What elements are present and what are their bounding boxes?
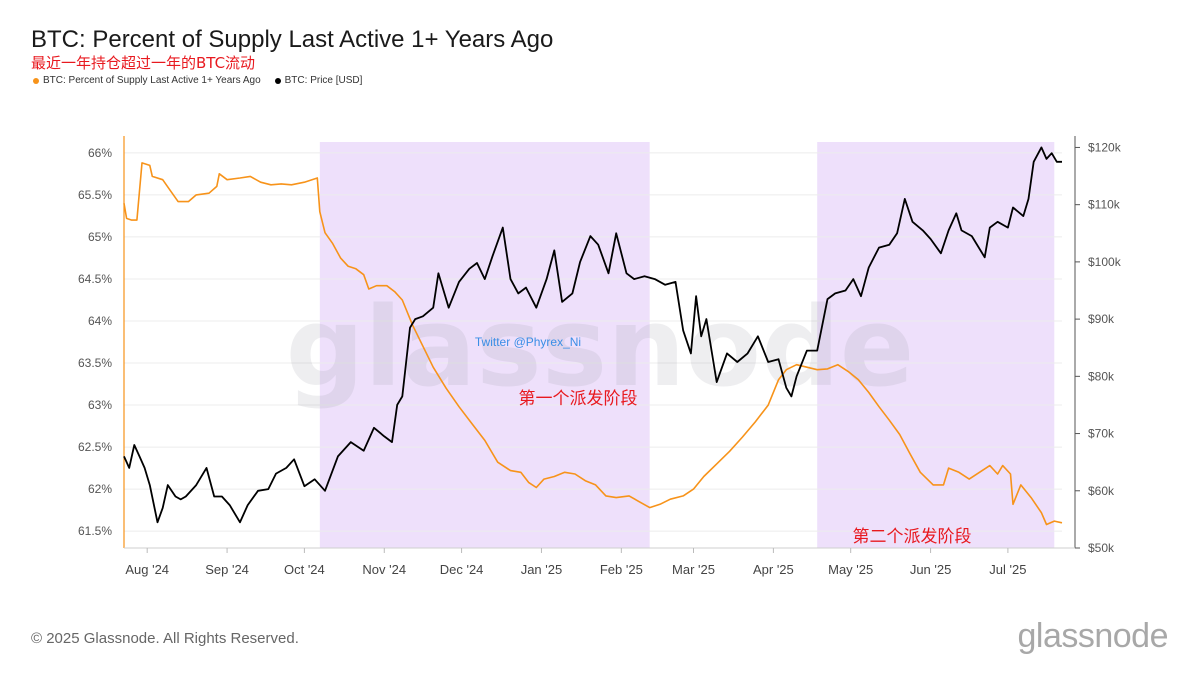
x-tick-label: Oct '24 [284, 562, 325, 577]
y-left-tick-label: 63% [88, 398, 112, 412]
series-line-supply [123, 162, 1063, 526]
y-left-tick-label: 61.5% [78, 524, 112, 538]
y-left-tick-label: 64% [88, 314, 112, 328]
twitter-annotation: Twitter @Phyrex_Ni [475, 335, 581, 349]
x-tick-label: Sep '24 [205, 562, 249, 577]
legend-item-price[interactable]: BTC: Price [USD] [274, 75, 363, 86]
legend-label-supply: BTC: Percent of Supply Last Active 1+ Ye… [43, 75, 261, 86]
y-right-tick-label: $120k [1088, 140, 1122, 154]
watermark: glassnode [286, 283, 915, 411]
legend-dot-price [274, 77, 281, 84]
x-tick-label: Jul '25 [989, 562, 1026, 577]
chart-title: BTC: Percent of Supply Last Active 1+ Ye… [31, 26, 554, 53]
y-right-tick-label: $80k [1088, 369, 1115, 383]
y-left-tick-label: 63.5% [78, 356, 112, 370]
y-left-tick-label: 62.5% [78, 440, 112, 454]
y-right-tick-label: $110k [1088, 198, 1121, 212]
y-right-tick-label: $50k [1088, 541, 1115, 555]
shaded-range-1 [319, 142, 650, 548]
legend-item-supply[interactable]: BTC: Percent of Supply Last Active 1+ Ye… [33, 75, 261, 86]
x-tick-label: Aug '24 [125, 562, 169, 577]
series-line-price [123, 146, 1062, 524]
legend: BTC: Percent of Supply Last Active 1+ Ye… [33, 75, 362, 86]
x-tick-label: Dec '24 [440, 562, 484, 577]
y-left-tick-label: 62% [88, 482, 112, 496]
x-tick-label: Mar '25 [672, 562, 715, 577]
legend-dot-supply [33, 77, 39, 84]
x-tick-label: Jan '25 [521, 562, 563, 577]
phase2-annotation: 第二个派发阶段 [853, 527, 972, 547]
y-right-tick-label: $60k [1088, 484, 1115, 498]
x-tick-label: Apr '25 [753, 562, 794, 577]
y-left-tick-label: 66% [88, 146, 112, 160]
y-right-tick-label: $100k [1088, 255, 1122, 269]
y-right-tick-label: $70k [1088, 427, 1115, 441]
phase1-annotation: 第一个派发阶段 [519, 389, 638, 409]
brand-logo: glassnode [1017, 617, 1168, 655]
x-tick-label: Feb '25 [600, 562, 643, 577]
x-tick-label: Nov '24 [362, 562, 406, 577]
legend-label-price: BTC: Price [USD] [284, 75, 363, 86]
x-tick-label: May '25 [828, 562, 873, 577]
y-left-tick-label: 65.5% [78, 188, 112, 202]
chart-subtitle: 最近一年持仓超过一年的BTC流动 [31, 54, 256, 72]
y-right-tick-label: $90k [1088, 312, 1115, 326]
x-tick-label: Jun '25 [910, 562, 952, 577]
y-left-tick-label: 65% [88, 230, 112, 244]
y-left-tick-label: 64.5% [78, 272, 112, 286]
copyright: © 2025 Glassnode. All Rights Reserved. [31, 630, 299, 647]
